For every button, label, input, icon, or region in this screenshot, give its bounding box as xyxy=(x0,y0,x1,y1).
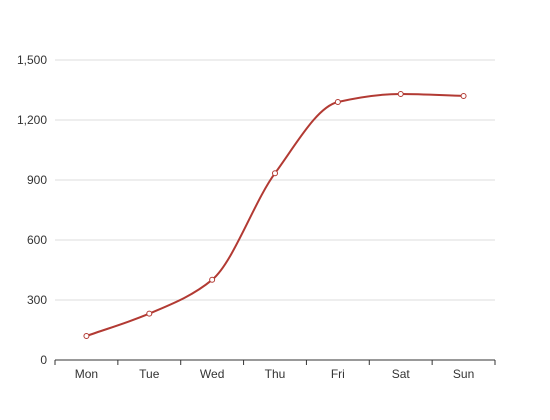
data-point xyxy=(460,93,467,99)
x-tick-label: Sun xyxy=(453,367,474,381)
y-tick-label: 1,500 xyxy=(17,53,47,67)
data-point xyxy=(83,333,90,339)
y-tick-label: 0 xyxy=(40,353,47,367)
data-point xyxy=(146,310,153,317)
x-tick-label: Mon xyxy=(75,367,98,381)
x-tick-label: Thu xyxy=(265,367,286,381)
data-point xyxy=(209,276,216,283)
y-tick-label: 300 xyxy=(27,293,47,307)
x-axis-labels: Mon Tue Wed Thu Fri Sat Sun xyxy=(75,367,474,381)
data-point xyxy=(272,170,278,177)
x-axis xyxy=(54,359,496,365)
y-gridlines xyxy=(55,59,495,301)
x-tick-label: Sat xyxy=(392,367,411,381)
y-axis-labels: 0 300 600 900 1,200 1,500 xyxy=(17,53,47,367)
y-tick-label: 1,200 xyxy=(17,113,47,127)
x-tick-label: Fri xyxy=(331,367,345,381)
x-tick-label: Wed xyxy=(200,367,224,381)
series-layer xyxy=(83,91,467,339)
y-tick-label: 900 xyxy=(27,173,47,187)
y-tick-label: 600 xyxy=(27,233,47,247)
data-point xyxy=(334,99,341,105)
x-tick-label: Tue xyxy=(139,367,160,381)
data-point xyxy=(397,91,404,97)
